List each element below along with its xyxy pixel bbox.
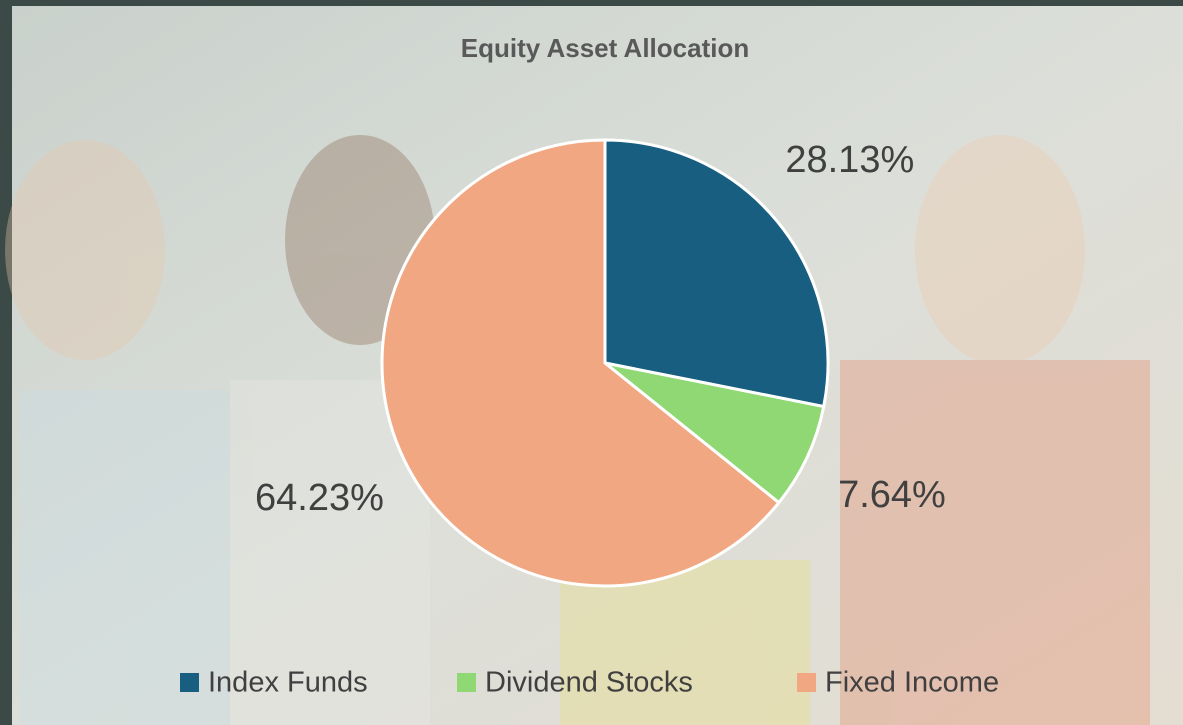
pie-slice (604, 361, 826, 505)
legend-swatch (180, 673, 199, 692)
legend-label: Fixed Income (825, 667, 999, 699)
data-label: 28.13% (785, 139, 914, 181)
background-photo (5, 135, 1150, 725)
data-label: 64.23% (255, 477, 384, 519)
legend-swatch (457, 673, 476, 692)
data-label: 7.64% (838, 474, 946, 516)
legend-label: Index Funds (208, 667, 368, 699)
chart-title: Equity Asset Allocation (461, 33, 749, 63)
pie-slice (380, 138, 781, 588)
legend-label: Dividend Stocks (485, 667, 693, 699)
legend-swatch (797, 673, 816, 692)
pie-slice (603, 138, 830, 409)
